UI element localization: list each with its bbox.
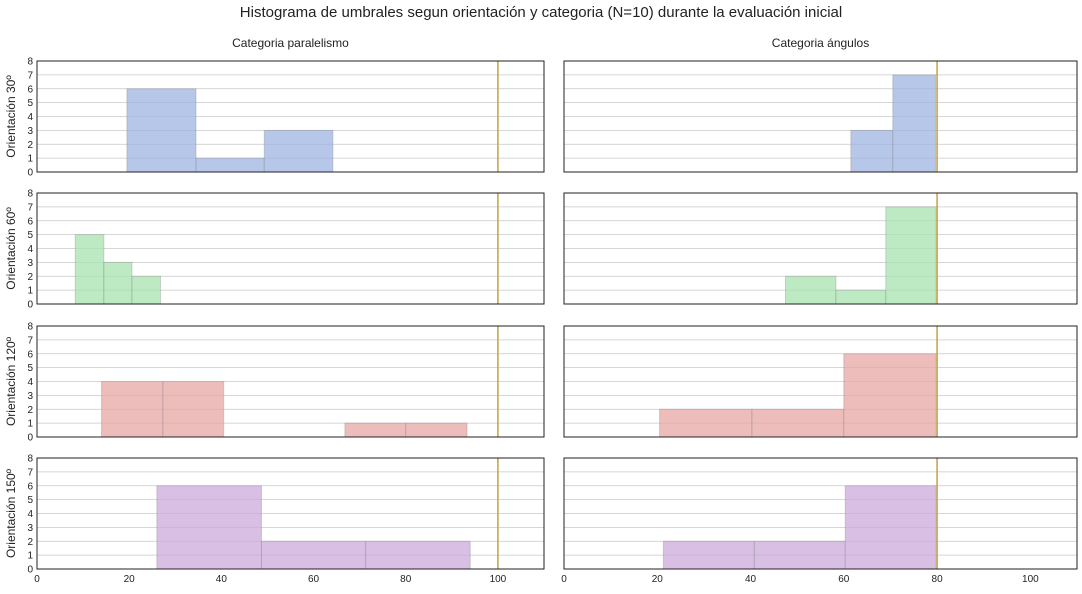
y-tick-label: 5 — [27, 363, 33, 374]
histogram-bar — [263, 129, 334, 173]
x-tick-label: 60 — [308, 574, 320, 585]
y-tick-label: 0 — [27, 433, 33, 444]
histogram-bar — [74, 234, 105, 305]
y-tick-label: 0 — [27, 300, 33, 311]
subplot-r3-c1: 0 20 40 60 80 100 — [561, 457, 1078, 585]
y-tick-label: 2 — [27, 272, 33, 283]
x-tick-label: 80 — [932, 574, 944, 585]
y-tick-label: 7 — [27, 202, 33, 213]
subplot-r1-c0: 0 1 2 3 4 5 6 7 8 Orientación 60º — [4, 189, 545, 311]
x-tick-label: 20 — [124, 574, 136, 585]
histogram-bar — [126, 88, 197, 173]
histogram-bar — [344, 422, 407, 438]
histogram-bar — [662, 540, 755, 570]
y-tick-label: 3 — [27, 258, 33, 269]
histogram-bar — [156, 485, 262, 570]
axes-frame — [36, 60, 545, 173]
y-tick-label: 5 — [27, 495, 33, 506]
histogram-bar — [892, 74, 937, 173]
y-tick-label: 6 — [27, 84, 33, 95]
figure-title: Histograma de umbrales segun orientación… — [239, 4, 843, 21]
histogram-bar — [162, 381, 225, 438]
x-tick-label: 40 — [216, 574, 228, 585]
histogram-bar — [659, 408, 753, 438]
y-tick-label: 8 — [27, 322, 33, 333]
y-tick-label: 2 — [27, 537, 33, 548]
histogram-bar — [103, 261, 133, 305]
histogram-bar — [785, 275, 837, 305]
y-tick-label: 4 — [27, 509, 33, 520]
y-tick-label: 3 — [27, 523, 33, 534]
y-tick-label: 0 — [27, 168, 33, 179]
histogram-bar — [850, 129, 894, 173]
subplot-r2-c1 — [563, 325, 1078, 438]
y-tick-label: 2 — [27, 405, 33, 416]
histogram-bar — [753, 540, 846, 570]
y-tick-label: 6 — [27, 481, 33, 492]
histogram-bar — [835, 289, 887, 305]
axes-frame — [563, 325, 1078, 438]
y-tick-label: 1 — [27, 551, 33, 562]
histogram-bar — [405, 422, 468, 438]
histogram-bar — [260, 540, 367, 570]
y-tick-label: 4 — [27, 244, 33, 255]
x-tick-label: 20 — [652, 574, 664, 585]
histogram-bar — [843, 353, 937, 438]
axes-frame — [563, 457, 1078, 570]
histogram-bar — [885, 206, 937, 305]
y-tick-label: 4 — [27, 112, 33, 123]
x-tick-label: 100 — [1022, 574, 1039, 585]
y-tick-label: 5 — [27, 230, 33, 241]
row-label: Orientación 150º — [4, 468, 18, 558]
column-title-angulos: Categoria ángulos — [771, 36, 870, 50]
x-tick-label: 0 — [34, 574, 40, 585]
histogram-bar — [751, 408, 845, 438]
histogram-bar — [195, 157, 265, 173]
y-tick-label: 4 — [27, 377, 33, 388]
y-tick-label: 5 — [27, 98, 33, 109]
y-tick-label: 2 — [27, 140, 33, 151]
axes-frame — [36, 325, 545, 438]
axes-frame — [563, 192, 1078, 305]
y-tick-label: 8 — [27, 57, 33, 68]
subplot-r1-c1 — [563, 192, 1078, 305]
subplot-r2-c0: 0 1 2 3 4 5 6 7 8 Orientación 120º — [4, 322, 545, 444]
y-tick-label: 1 — [27, 419, 33, 430]
histogram-bar — [365, 540, 471, 570]
y-tick-label: 1 — [27, 286, 33, 297]
y-tick-label: 1 — [27, 154, 33, 165]
subplot-r0-c1 — [563, 60, 1078, 173]
row-label: Orientación 60º — [4, 207, 18, 290]
row-label: Orientación 120º — [4, 336, 18, 426]
axes-frame — [36, 457, 545, 570]
column-title-paralelismo: Categoria paralelismo — [232, 36, 349, 50]
row-label: Orientación 30º — [4, 75, 18, 158]
y-tick-label: 8 — [27, 189, 33, 200]
axes-frame — [36, 192, 545, 305]
y-tick-label: 3 — [27, 391, 33, 402]
x-tick-label: 80 — [400, 574, 412, 585]
x-tick-label: 100 — [490, 574, 507, 585]
subplot-r0-c0: 0 1 2 3 4 5 6 7 8 Orientación 30º — [4, 57, 545, 179]
histogram-bar — [131, 275, 162, 305]
subplot-r3-c0: 0 1 2 3 4 5 6 7 8 Orientación 150º 0 20 40 60 80 100 — [4, 454, 545, 585]
y-tick-label: 7 — [27, 335, 33, 346]
y-tick-label: 6 — [27, 349, 33, 360]
y-tick-label: 7 — [27, 467, 33, 478]
axes-frame — [563, 60, 1078, 173]
x-tick-label: 0 — [561, 574, 567, 585]
x-tick-label: 60 — [838, 574, 850, 585]
y-tick-label: 0 — [27, 565, 33, 576]
y-tick-label: 6 — [27, 216, 33, 227]
y-tick-label: 8 — [27, 454, 33, 465]
y-tick-label: 3 — [27, 126, 33, 137]
x-tick-label: 40 — [745, 574, 757, 585]
histogram-bar — [101, 381, 164, 438]
y-tick-label: 7 — [27, 70, 33, 81]
histogram-bar — [844, 485, 937, 570]
